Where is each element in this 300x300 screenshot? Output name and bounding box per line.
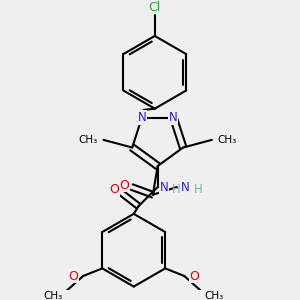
Text: N: N: [160, 181, 168, 194]
Text: O: O: [68, 269, 78, 283]
Text: N: N: [181, 181, 189, 194]
Text: Cl: Cl: [149, 1, 161, 14]
Text: H: H: [194, 183, 203, 196]
Text: H: H: [172, 183, 181, 196]
Text: O: O: [189, 269, 199, 283]
Text: CH₃: CH₃: [44, 291, 63, 300]
Text: N: N: [169, 111, 178, 124]
Text: N: N: [137, 111, 146, 124]
Text: O: O: [110, 183, 119, 196]
Text: CH₃: CH₃: [79, 135, 98, 145]
Text: O: O: [119, 179, 129, 192]
Text: CH₃: CH₃: [218, 135, 237, 145]
Text: CH₃: CH₃: [204, 291, 224, 300]
